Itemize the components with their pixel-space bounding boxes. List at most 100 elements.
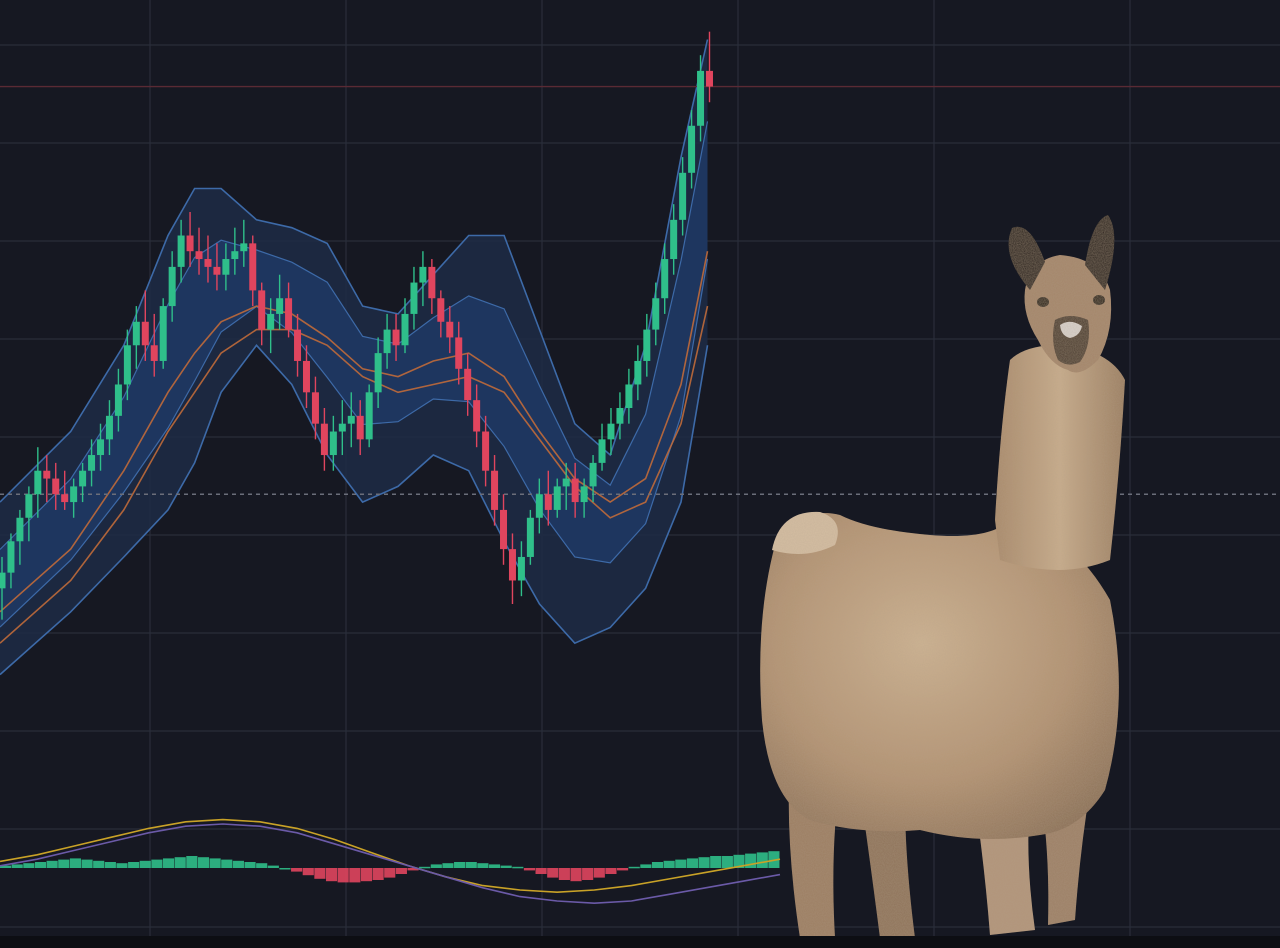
candle-up <box>652 298 660 330</box>
macd-histogram-bar <box>0 865 12 868</box>
macd-histogram-bar <box>733 854 745 868</box>
macd-histogram-bar <box>279 868 291 870</box>
macd-histogram-bar <box>558 868 570 880</box>
macd-histogram-bar <box>512 866 524 869</box>
candle-up <box>0 572 6 589</box>
macd-histogram-bar <box>488 864 501 868</box>
candle-up <box>688 125 696 173</box>
macd-histogram-bar <box>698 857 710 868</box>
llama-left-eye <box>1037 297 1049 307</box>
macd-histogram-bar <box>34 862 47 868</box>
candle-down <box>508 549 516 581</box>
macd-histogram-bar <box>151 859 163 868</box>
macd-histogram-bar <box>593 868 605 878</box>
candle-up <box>177 235 185 267</box>
llama-rump-tuft <box>772 511 838 554</box>
candle-up <box>114 384 122 416</box>
macd-histogram-bar <box>232 860 244 868</box>
macd-histogram-bar <box>372 868 384 880</box>
macd-histogram-bar <box>128 862 140 868</box>
candle-up <box>401 313 409 346</box>
candle-up <box>670 219 678 260</box>
macd-histogram-bar <box>197 857 210 868</box>
macd-histogram-bar <box>395 868 407 874</box>
candle-down <box>571 478 579 503</box>
macd-histogram-bar <box>46 860 58 868</box>
candle-down <box>705 70 713 87</box>
macd-histogram-bar <box>384 868 396 878</box>
candle-down <box>428 266 436 299</box>
macd-signal-line <box>0 823 781 905</box>
candle-up <box>123 345 131 385</box>
macd-histogram-bar <box>430 864 442 868</box>
candlesticks <box>0 31 713 620</box>
candle-down <box>500 509 508 550</box>
candle-up <box>168 266 176 307</box>
macd-histogram-bar <box>663 860 675 868</box>
macd-line <box>0 818 781 894</box>
macd-histogram-bar <box>69 858 81 868</box>
macd-histogram-bar <box>651 862 664 868</box>
macd-histogram-bar <box>221 859 233 868</box>
candle-up <box>679 172 687 220</box>
macd-histogram-bar <box>11 864 23 868</box>
macd-histogram-bar <box>477 863 489 868</box>
candle-down <box>195 251 203 260</box>
macd-histogram-bar <box>291 868 303 872</box>
macd-histogram-bar <box>186 856 198 868</box>
bollinger-bands <box>0 39 709 676</box>
macd-histogram-bar <box>617 868 629 871</box>
candle-down <box>213 266 221 275</box>
candle-up <box>661 259 669 299</box>
macd-histogram-bar <box>628 866 640 869</box>
llama-image <box>760 215 1125 938</box>
macd-histogram-bar <box>81 859 93 868</box>
macd-histogram-bar <box>605 868 617 874</box>
candle-up <box>25 494 33 518</box>
candle-down <box>482 431 490 471</box>
candle-up <box>88 455 96 471</box>
candle-up <box>240 243 248 252</box>
candle-up <box>34 470 42 495</box>
candle-up <box>517 556 525 581</box>
llama-head <box>1024 255 1112 373</box>
candle-down <box>294 329 302 361</box>
candle-up <box>625 384 633 408</box>
macd-histogram-bar <box>454 862 466 868</box>
llama-left-ear <box>1008 226 1045 290</box>
candle-up <box>535 494 543 518</box>
candle-down <box>473 400 481 432</box>
macd-histogram-bar <box>686 858 699 868</box>
macd-histogram-bar <box>174 857 186 868</box>
candle-up <box>79 470 87 487</box>
macd-histogram-bar <box>756 852 768 868</box>
macd-histogram-bar <box>244 862 256 868</box>
candle-up <box>598 439 606 463</box>
candle-up <box>231 251 239 260</box>
candle-up <box>697 70 705 126</box>
candle-down <box>437 298 445 322</box>
candle-up <box>329 431 337 456</box>
candle-up <box>365 392 373 440</box>
candle-down <box>455 337 463 369</box>
candle-down <box>186 235 194 252</box>
macd-histogram-bar <box>104 862 116 868</box>
macd-histogram-bar <box>360 868 373 882</box>
candle-down <box>258 290 266 330</box>
candle-down <box>464 368 472 401</box>
macd-histogram-bar <box>500 865 512 868</box>
candle-up <box>419 266 427 283</box>
candle-down <box>61 494 69 503</box>
candle-up <box>347 415 355 424</box>
bollinger-lower-line <box>0 344 709 676</box>
macd-histogram-bar <box>349 868 361 883</box>
llama-neck <box>995 345 1125 570</box>
macd-histogram-bar <box>116 863 128 868</box>
macd-histogram-bar <box>745 853 757 868</box>
candle-up <box>276 298 284 314</box>
macd-histogram-bar <box>267 865 279 868</box>
candle-up <box>562 478 570 487</box>
candle-down <box>544 494 552 510</box>
